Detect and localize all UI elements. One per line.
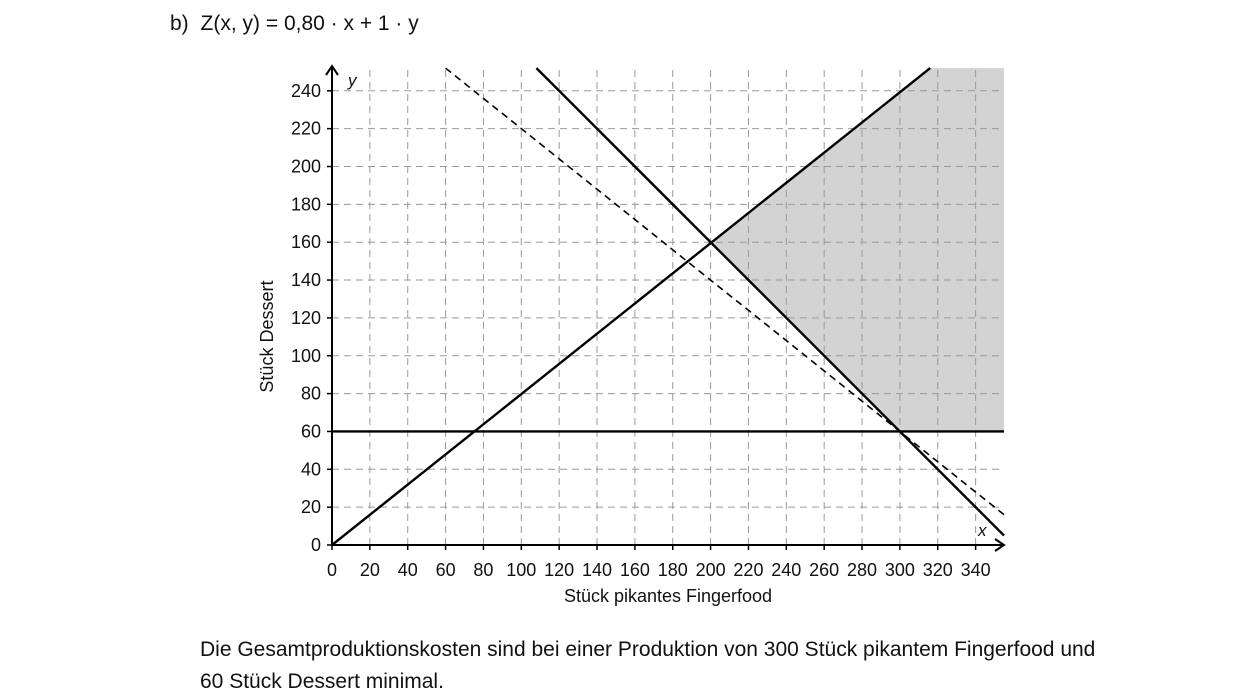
y-tick-label: 20 <box>301 497 321 517</box>
x-tick-label: 220 <box>733 560 763 580</box>
x-tick-label: 320 <box>923 560 953 580</box>
x-tick-label: 260 <box>809 560 839 580</box>
x-tick-label: 160 <box>620 560 650 580</box>
task-heading: b) Z(x, y) = 0,80 · x + 1 · y <box>170 10 419 38</box>
x-tick-label: 100 <box>506 560 536 580</box>
y-tick-label: 180 <box>291 194 321 214</box>
x-tick-label: 340 <box>961 560 991 580</box>
objective-function: Z(x, y) = 0,80 · x + 1 · y <box>200 12 419 35</box>
x-axis-label: Stück pikantes Fingerfood <box>564 586 772 606</box>
y-tick-label: 140 <box>291 270 321 290</box>
y-tick-label: 200 <box>291 157 321 177</box>
x-tick-label: 120 <box>544 560 574 580</box>
x-tick-label: 80 <box>473 560 493 580</box>
y-tick-label: 40 <box>301 459 321 479</box>
x-tick-label: 200 <box>696 560 726 580</box>
y-tick-label: 120 <box>291 308 321 328</box>
y-axis-arrow <box>325 64 339 76</box>
x-tick-label: 180 <box>658 560 688 580</box>
y-tick-label: 80 <box>301 384 321 404</box>
x-tick-label: 60 <box>436 560 456 580</box>
y-tick-label: 220 <box>291 119 321 139</box>
x-tick-label: 20 <box>360 560 380 580</box>
x-tick-label: 40 <box>398 560 418 580</box>
y-tick-label: 240 <box>291 81 321 101</box>
constraint-line-1 <box>331 67 931 546</box>
conclusion-text: Die Gesamtproduktionskosten sind bei ein… <box>200 638 1096 693</box>
y-tick-label: 100 <box>291 346 321 366</box>
x-tick-label: 140 <box>582 560 612 580</box>
feasible-region <box>710 68 1005 432</box>
y-axis-label: Stück Dessert <box>257 281 277 393</box>
x-tick-label: 280 <box>847 560 877 580</box>
x-tick-label: 0 <box>327 560 337 580</box>
x-tick-label: 240 <box>771 560 801 580</box>
x-tick-label: 300 <box>885 560 915 580</box>
y-axis-symbol: y <box>347 71 358 90</box>
y-tick-label: 0 <box>311 535 321 555</box>
x-axis-symbol: x <box>977 521 987 540</box>
linear-programming-chart: 0 20 40 60 80 100 120 140 160 180 200 220 240 260 280 3… <box>257 64 1006 606</box>
y-tick-label: 60 <box>301 421 321 441</box>
x-axis-arrow <box>994 538 1006 552</box>
constraint-line-2 <box>535 67 1005 537</box>
task-label: b) <box>170 12 189 35</box>
y-tick-label: 160 <box>291 232 321 252</box>
